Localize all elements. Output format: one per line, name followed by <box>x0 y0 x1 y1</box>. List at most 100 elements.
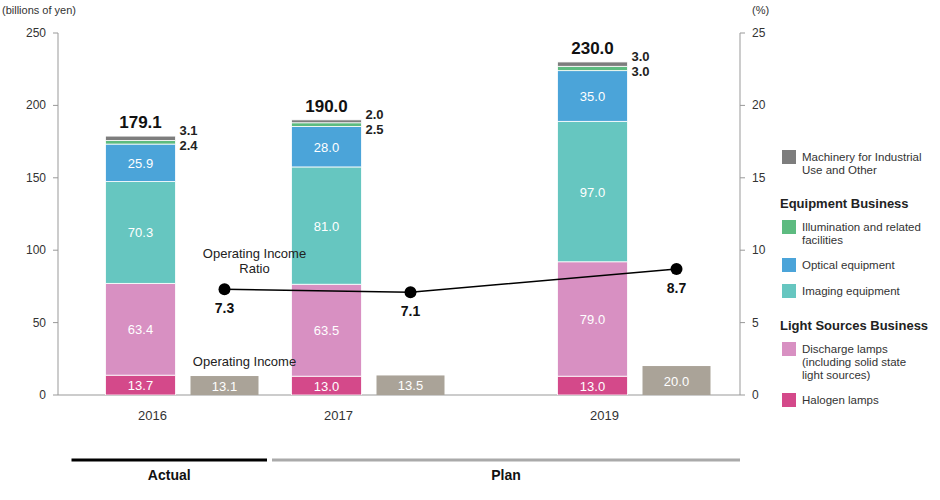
ratio-point <box>219 283 231 295</box>
text-line: Ratio <box>239 261 269 276</box>
bar-label: 13.5 <box>398 378 423 393</box>
legend-label: Discharge lamps(including solid statelig… <box>802 343 906 381</box>
text-line: facilities <box>802 234 843 246</box>
labels: 13.763.470.325.93.12.4179.113.063.581.02… <box>119 39 689 394</box>
stack-segment <box>292 376 362 395</box>
y2-axis-title: (%) <box>752 4 769 16</box>
y2-tick <box>740 33 745 34</box>
legend-group-title: Light Sources Business <box>780 318 928 333</box>
y2-tick <box>740 250 745 251</box>
segment-label: 13.0 <box>314 379 339 394</box>
text-line: Use and Other <box>802 164 877 176</box>
period-line <box>272 459 740 462</box>
y2-tick-label: 0 <box>752 388 759 402</box>
y2-tick-label: 10 <box>752 243 766 257</box>
period-label: Plan <box>491 467 521 483</box>
y-tick-label: 250 <box>26 26 46 40</box>
y-tick-label: 150 <box>26 171 46 185</box>
legend-swatch <box>782 284 796 298</box>
y-tick <box>53 250 58 251</box>
segment-label-outside: 2.4 <box>180 138 199 153</box>
stack-segment <box>106 375 176 395</box>
legend-label: Illumination and relatedfacilities <box>802 221 921 246</box>
marks <box>106 62 711 395</box>
y2-tick <box>740 322 745 323</box>
series-name-label: Operating Income <box>193 354 296 369</box>
text-line: Discharge lamps <box>802 343 888 355</box>
y-tick <box>53 33 58 34</box>
segment-label-outside: 2.0 <box>366 107 384 122</box>
legend-label: Halogen lamps <box>802 394 879 406</box>
bar-label: 20.0 <box>664 374 689 389</box>
segment-label: 63.5 <box>314 323 339 338</box>
stack-segment <box>558 376 628 395</box>
y2-tick-label: 5 <box>752 316 759 330</box>
y-tick <box>53 322 58 323</box>
y-axis-title: (billions of yen) <box>2 4 76 16</box>
operating-income-bar <box>643 366 711 395</box>
stack-segment <box>106 283 176 375</box>
legend-swatch <box>782 258 796 272</box>
bar-label: 13.1 <box>212 379 237 394</box>
text-line: Operating Income <box>203 246 306 261</box>
segment-label: 13.7 <box>128 378 153 393</box>
y-tick <box>53 105 58 106</box>
segment-label: 25.9 <box>128 156 153 171</box>
stack-segment <box>292 284 362 376</box>
y-tick-label: 100 <box>26 243 46 257</box>
segment-label: 28.0 <box>314 140 339 155</box>
legend-swatch <box>782 220 796 234</box>
segment-label-outside: 3.0 <box>632 49 650 64</box>
segment-label: 79.0 <box>580 312 605 327</box>
operating-income-bar <box>377 375 445 395</box>
y-tick <box>53 177 58 178</box>
y2-axis-line <box>740 33 741 395</box>
segment-label: 70.3 <box>128 225 153 240</box>
y-tick <box>53 395 58 396</box>
text-line: (including solid state <box>802 356 906 368</box>
ratio-label: 7.3 <box>215 300 235 316</box>
stack-segment <box>106 141 176 144</box>
legend-swatch <box>782 150 796 164</box>
y-tick-label: 200 <box>26 98 46 112</box>
period-label: Actual <box>148 467 191 483</box>
y2-tick <box>740 105 745 106</box>
stack-segment <box>558 62 628 66</box>
stack-segment <box>292 167 362 284</box>
stack-segment <box>558 66 628 70</box>
text-line: Illumination and related <box>802 221 921 233</box>
stack-segment <box>292 123 362 127</box>
x-tick-label: 2016 <box>138 408 167 423</box>
legend: Machinery for IndustrialUse and Other Equ… <box>780 150 928 407</box>
stack-segment <box>106 136 176 140</box>
segment-label: 13.0 <box>580 379 605 394</box>
stack-segment <box>558 71 628 122</box>
text-line: light sources) <box>802 369 871 381</box>
ratio-point <box>671 263 683 275</box>
total-label: 190.0 <box>305 97 348 116</box>
y2-tick-label: 15 <box>752 171 766 185</box>
segment-label-outside: 3.0 <box>632 64 650 79</box>
y2-tick-label: 20 <box>752 98 766 112</box>
legend-group-title: Equipment Business <box>780 196 909 211</box>
stack-segment <box>292 126 362 167</box>
legend-label: Machinery for IndustrialUse and Other <box>802 151 922 176</box>
segment-label: 97.0 <box>580 185 605 200</box>
segment-label: 63.4 <box>128 322 153 337</box>
x-tick-label: 2019 <box>590 408 619 423</box>
x-tick-label: 2017 <box>324 408 353 423</box>
y2-tick-label: 25 <box>752 26 766 40</box>
text-line: Optical equipment <box>802 259 895 271</box>
legend-label: Imaging equipment <box>802 285 901 297</box>
y2-tick <box>740 177 745 178</box>
page: {"chart_data": { "type": "bar", "stacked… <box>0 0 940 500</box>
ratio-line <box>225 269 677 292</box>
text-line: Halogen lamps <box>802 394 879 406</box>
segment-label: 81.0 <box>314 219 339 234</box>
legend-label: Optical equipment <box>802 259 895 271</box>
legend-swatch <box>782 393 796 407</box>
ratio-label: 8.7 <box>667 280 687 296</box>
stack-segment <box>558 121 628 261</box>
legend-swatch <box>782 342 796 356</box>
ratio-label: 7.1 <box>401 303 421 319</box>
